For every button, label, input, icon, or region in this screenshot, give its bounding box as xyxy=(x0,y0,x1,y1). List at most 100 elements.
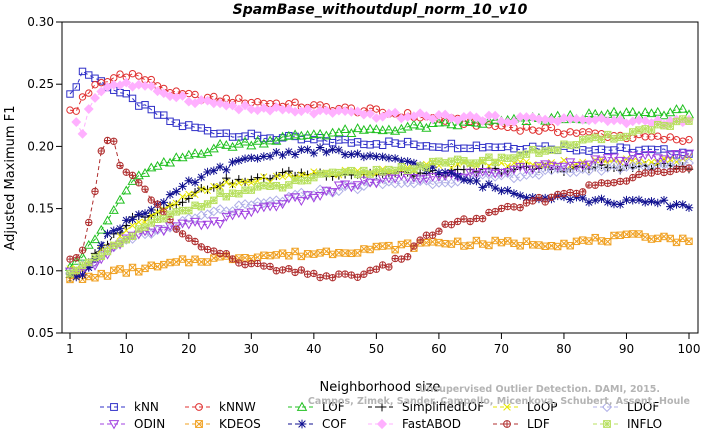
marker xyxy=(372,166,380,174)
marker xyxy=(197,185,205,193)
marker xyxy=(435,239,443,247)
marker xyxy=(196,221,207,231)
marker xyxy=(640,107,651,117)
marker xyxy=(677,103,688,113)
marker xyxy=(352,123,363,133)
marker xyxy=(104,137,111,144)
marker xyxy=(203,185,212,194)
marker xyxy=(260,173,268,181)
marker xyxy=(373,266,380,273)
marker xyxy=(358,176,369,186)
legend-label: FastABOD xyxy=(402,417,461,431)
marker xyxy=(173,225,180,233)
marker xyxy=(496,168,507,178)
marker xyxy=(271,202,282,212)
marker xyxy=(535,127,543,135)
marker xyxy=(516,242,524,250)
marker xyxy=(385,137,393,145)
marker xyxy=(85,71,93,79)
marker xyxy=(197,183,206,193)
marker xyxy=(323,272,330,280)
marker xyxy=(121,77,132,88)
x-tick-label: 50 xyxy=(369,342,384,356)
marker xyxy=(540,160,551,170)
marker xyxy=(671,149,682,159)
marker xyxy=(460,242,468,250)
marker xyxy=(347,167,355,175)
marker xyxy=(110,241,118,249)
marker xyxy=(485,241,493,250)
marker xyxy=(122,269,130,277)
marker xyxy=(653,198,662,208)
marker xyxy=(360,245,368,253)
marker xyxy=(210,254,218,262)
marker xyxy=(258,203,269,213)
marker xyxy=(452,115,463,126)
marker xyxy=(197,258,205,266)
marker xyxy=(215,219,226,229)
marker xyxy=(385,166,393,174)
marker xyxy=(335,249,343,257)
marker xyxy=(308,108,319,119)
marker xyxy=(116,162,124,169)
marker xyxy=(279,173,287,181)
marker xyxy=(222,178,230,186)
marker xyxy=(116,239,124,248)
marker xyxy=(585,237,593,245)
marker xyxy=(527,168,538,179)
marker xyxy=(579,188,586,196)
marker xyxy=(135,72,143,80)
marker xyxy=(504,162,512,170)
marker xyxy=(560,130,568,138)
marker xyxy=(208,143,219,153)
marker xyxy=(253,154,262,163)
marker xyxy=(604,238,612,246)
marker xyxy=(454,237,462,245)
marker xyxy=(197,203,205,211)
legend-label: KDEOS xyxy=(219,417,261,431)
marker xyxy=(472,159,480,167)
marker xyxy=(423,232,430,239)
legend-label: kNN xyxy=(134,400,159,414)
marker xyxy=(497,153,505,161)
marker xyxy=(548,194,555,201)
marker xyxy=(385,242,393,250)
marker xyxy=(403,137,412,146)
marker xyxy=(554,191,561,198)
marker xyxy=(471,117,482,127)
marker xyxy=(372,152,381,161)
marker xyxy=(503,186,512,195)
marker xyxy=(166,210,174,218)
marker xyxy=(466,241,474,249)
marker xyxy=(358,181,369,191)
marker xyxy=(376,418,388,430)
marker xyxy=(471,112,482,123)
marker xyxy=(346,128,357,138)
legend-item-loop: LoOP xyxy=(493,400,558,414)
marker xyxy=(441,240,449,248)
marker xyxy=(333,105,344,116)
marker xyxy=(121,234,132,244)
marker xyxy=(85,219,92,226)
marker xyxy=(652,154,663,164)
marker xyxy=(102,215,113,225)
marker xyxy=(96,224,107,234)
marker xyxy=(84,263,93,272)
marker xyxy=(158,227,169,237)
marker xyxy=(183,149,194,159)
marker xyxy=(429,231,436,239)
marker xyxy=(360,167,368,175)
marker xyxy=(154,201,161,208)
marker xyxy=(541,124,549,132)
marker xyxy=(440,117,451,127)
marker xyxy=(110,138,117,145)
marker xyxy=(247,153,256,163)
marker xyxy=(416,142,424,150)
marker xyxy=(177,90,188,101)
marker xyxy=(335,169,343,177)
series-odin xyxy=(64,149,695,280)
y-tick-label: 0.15 xyxy=(27,202,54,216)
marker xyxy=(227,211,238,221)
marker xyxy=(510,154,518,162)
